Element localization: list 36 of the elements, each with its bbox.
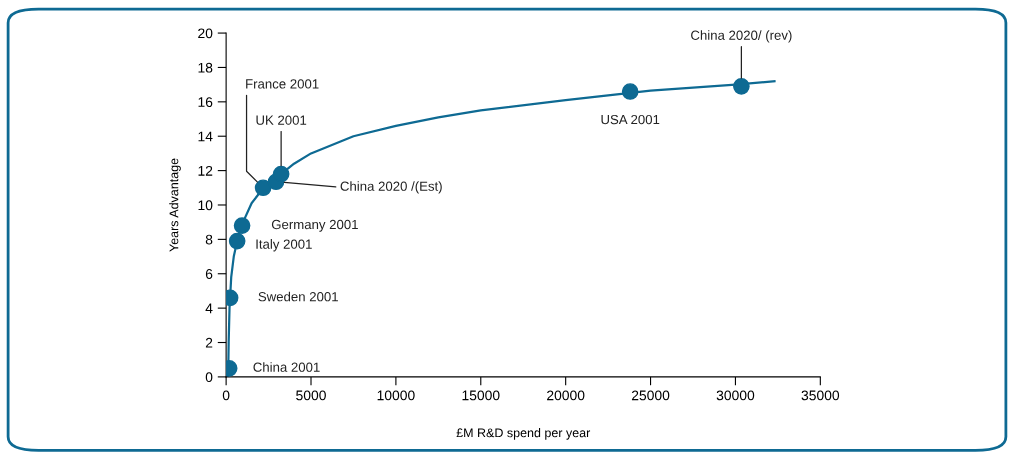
x-tick-label: 15000 (462, 390, 500, 401)
x-tick-label: 35000 (801, 390, 840, 401)
y-tick-label: 10 (198, 200, 213, 211)
x-tick-label: 25000 (631, 390, 670, 401)
y-tick-label: 12 (198, 165, 213, 176)
y-tick-label: 16 (198, 97, 213, 107)
annotation: Sweden 2001 (258, 291, 338, 302)
point (621, 83, 639, 100)
y-tick-label: 0 (205, 372, 213, 383)
point (233, 217, 251, 234)
point (254, 179, 272, 197)
point (272, 165, 290, 183)
y-tick-label: 2 (205, 337, 213, 348)
annotation: UK 2001 (256, 115, 307, 125)
y-tick-label: 20 (198, 28, 213, 39)
y-axis-title: Years Advantage (169, 158, 181, 252)
x-axis-title: £M R&D spend per year (456, 428, 591, 440)
y-tick-label: 6 (205, 269, 213, 279)
y-tick-label: 14 (198, 131, 213, 142)
x-tick-label: 20000 (547, 390, 585, 401)
annotation: Germany 2001 (271, 219, 358, 232)
x-tick-label: 5000 (296, 390, 326, 401)
point (228, 232, 246, 250)
annotation: France 2001 (246, 79, 319, 89)
point (733, 78, 750, 95)
x-tick-label: 0 (222, 390, 230, 401)
y-tick-label: 18 (198, 62, 213, 73)
y-tick-label: 8 (205, 234, 213, 245)
y-tick-label: 4 (205, 303, 213, 314)
annotation: China 2020 /(Est) (340, 181, 442, 194)
annotation: USA 2001 (601, 114, 660, 125)
x-tick-label: 30000 (716, 390, 755, 401)
annotation: Italy 2001 (256, 239, 312, 252)
annotation: China 2020/ (rev) (691, 30, 792, 43)
annotation: China 2001 (253, 362, 320, 372)
x-tick-label: 10000 (377, 390, 415, 401)
